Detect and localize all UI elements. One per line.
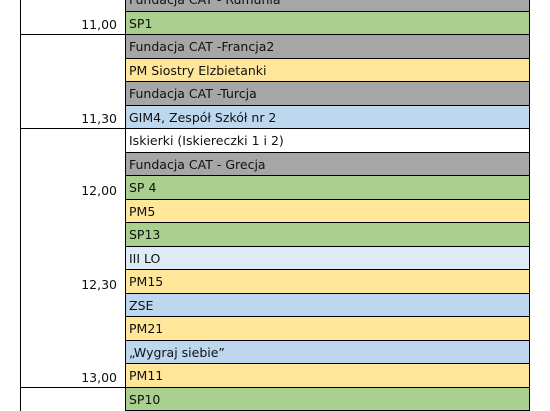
table-row: 13,00 PM11 <box>20 364 530 388</box>
time-cell <box>20 294 126 318</box>
table-row: „Wygraj siebie” <box>20 341 530 365</box>
table-row: 12,00 SP 4 <box>20 176 530 200</box>
event-cell: III LO <box>126 247 530 271</box>
event-cell: Fundacja CAT - Grecja <box>126 153 530 177</box>
schedule-table: Fundacja CAT - Rumunia 11,00 SP1 Fundacj… <box>0 0 550 400</box>
event-cell: Fundacja CAT -Francja2 <box>126 35 530 59</box>
table-row: 12,30 PM15 <box>20 270 530 294</box>
time-label: 11,30 <box>81 111 117 126</box>
time-cell: 12,30 <box>20 270 126 294</box>
table-row: Iskierki (Iskiereczki 1 i 2) <box>20 129 530 153</box>
event-cell: ZSE <box>126 294 530 318</box>
event-cell: SP 4 <box>126 176 530 200</box>
time-label: 11,00 <box>81 17 117 32</box>
table-row: SP10 <box>20 388 530 411</box>
time-cell <box>20 223 126 247</box>
event-cell: PM15 <box>126 270 530 294</box>
table-row: Fundacja CAT -Turcja <box>20 82 530 106</box>
event-cell: Fundacja CAT -Turcja <box>126 82 530 106</box>
time-cell <box>20 153 126 177</box>
event-cell: SP10 <box>126 388 530 411</box>
table-row: ZSE <box>20 294 530 318</box>
event-cell: Iskierki (Iskiereczki 1 i 2) <box>126 129 530 153</box>
table-row: 11,30 GIM4, Zespół Szkół nr 2 <box>20 106 530 130</box>
event-cell: Fundacja CAT - Rumunia <box>126 0 530 12</box>
time-cell <box>20 59 126 83</box>
table-row: 11,00 SP1 <box>20 12 530 36</box>
event-cell: „Wygraj siebie” <box>126 341 530 365</box>
time-cell <box>20 341 126 365</box>
event-cell: PM5 <box>126 200 530 224</box>
event-cell: PM21 <box>126 317 530 341</box>
time-cell <box>20 200 126 224</box>
event-cell: PM Siostry Elzbietanki <box>126 59 530 83</box>
event-cell: SP1 <box>126 12 530 36</box>
table-row: SP13 <box>20 223 530 247</box>
time-cell: 13,00 <box>20 364 126 388</box>
time-cell <box>20 82 126 106</box>
table-row: Fundacja CAT -Francja2 <box>20 35 530 59</box>
time-label: 13,00 <box>81 370 117 385</box>
time-label: 12,00 <box>81 183 117 198</box>
time-cell: 11,00 <box>20 12 126 36</box>
table-row: PM Siostry Elzbietanki <box>20 59 530 83</box>
table-row: PM5 <box>20 200 530 224</box>
time-cell: 11,30 <box>20 106 126 130</box>
table-row: Fundacja CAT - Rumunia <box>20 0 530 12</box>
time-label: 12,30 <box>81 277 117 292</box>
event-cell: SP13 <box>126 223 530 247</box>
time-cell <box>20 317 126 341</box>
time-cell: 12,00 <box>20 176 126 200</box>
time-cell <box>20 0 126 12</box>
time-cell <box>20 129 126 153</box>
time-cell <box>20 35 126 59</box>
time-cell <box>20 247 126 271</box>
table-row: Fundacja CAT - Grecja <box>20 153 530 177</box>
table-row: III LO <box>20 247 530 271</box>
event-cell: GIM4, Zespół Szkół nr 2 <box>126 106 530 130</box>
event-cell: PM11 <box>126 364 530 388</box>
table-row: PM21 <box>20 317 530 341</box>
time-cell <box>20 388 126 411</box>
